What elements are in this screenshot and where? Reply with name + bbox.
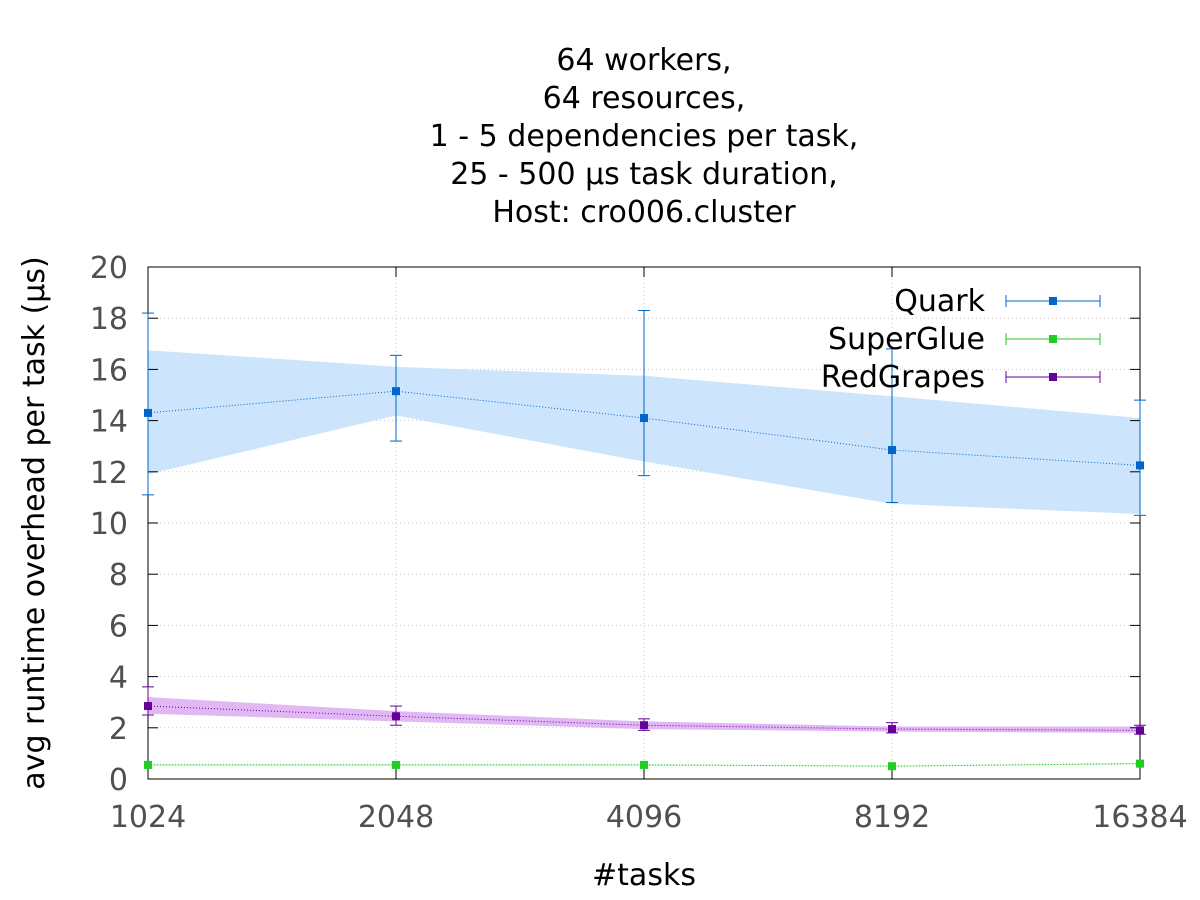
point-superglue [144, 760, 152, 769]
legend-label-redgrapes: RedGrapes [821, 360, 985, 395]
y-tick-label: 14 [90, 405, 128, 440]
point-superglue [640, 760, 648, 769]
series-redgrapes [142, 686, 1146, 735]
point-redgrapes [640, 721, 648, 730]
title-line: 25 - 500 µs task duration, [450, 157, 838, 192]
title-line: 64 workers, [556, 43, 731, 78]
point-redgrapes [1136, 726, 1144, 735]
x-tick-label: 1024 [110, 800, 186, 835]
y-tick-label: 12 [90, 456, 128, 491]
series-superglue [144, 759, 1144, 771]
series-line-redgrapes [147, 705, 1141, 731]
title-line: Host: cro006.cluster [492, 195, 796, 230]
point-superglue [392, 760, 400, 769]
legend-label-superglue: SuperGlue [828, 322, 985, 357]
legend-marker-quark [1049, 297, 1057, 305]
point-superglue [1136, 759, 1144, 768]
y-tick-label: 4 [109, 661, 128, 696]
legend-item-quark[interactable]: Quark [894, 284, 1101, 319]
series [142, 310, 1146, 771]
title-line: 64 resources, [543, 81, 746, 116]
point-quark [392, 387, 400, 396]
point-quark [144, 408, 152, 417]
chart-title: 64 workers,64 resources,1 - 5 dependenci… [430, 43, 859, 230]
axis-ticks: 0 2 4 6 8 10 12 14 16 18 20 1024 2048 4096 8192 16384 [90, 251, 1188, 835]
point-quark [888, 446, 896, 455]
y-tick-label: 20 [90, 251, 128, 286]
legend-item-superglue[interactable]: SuperGlue [828, 322, 1101, 357]
point-quark [640, 414, 648, 423]
x-tick-label: 4096 [606, 800, 682, 835]
y-tick-label: 2 [109, 712, 128, 747]
point-quark [1136, 461, 1144, 470]
point-redgrapes [144, 702, 152, 711]
y-tick-label: 16 [90, 353, 128, 388]
x-axis-label: #tasks [592, 858, 696, 893]
y-tick-label: 6 [109, 609, 128, 644]
legend-marker-redgrapes [1049, 373, 1057, 381]
legend-item-redgrapes[interactable]: RedGrapes [821, 360, 1101, 395]
point-redgrapes [888, 725, 896, 734]
legend-marker-superglue [1049, 335, 1057, 343]
y-tick-label: 0 [109, 763, 128, 798]
point-superglue [888, 762, 896, 771]
legend-label-quark: Quark [894, 284, 985, 319]
title-line: 1 - 5 dependencies per task, [430, 119, 859, 154]
y-tick-label: 8 [109, 558, 128, 593]
point-redgrapes [392, 712, 400, 721]
series-quark [142, 310, 1146, 516]
y-tick-label: 18 [90, 302, 128, 337]
y-tick-label: 10 [90, 507, 128, 542]
y-axis-label: avg runtime overhead per task (µs) [17, 256, 52, 789]
x-tick-label: 2048 [358, 800, 434, 835]
x-tick-label: 16384 [1092, 800, 1187, 835]
x-tick-label: 8192 [854, 800, 930, 835]
